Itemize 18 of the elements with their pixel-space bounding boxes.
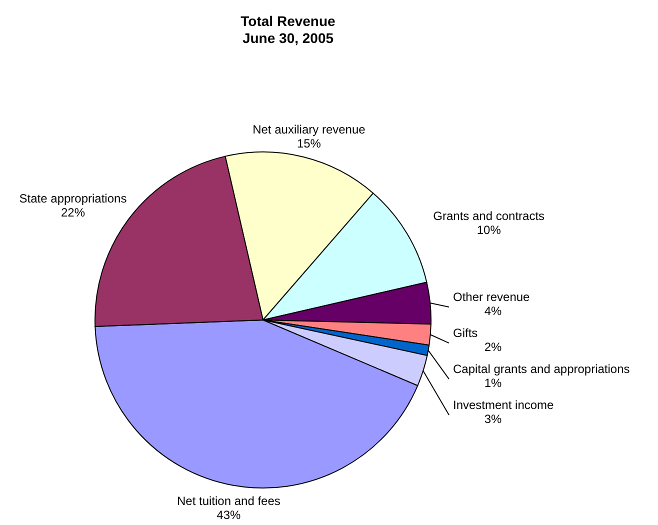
- slice-label: Gifts: [453, 326, 478, 340]
- slice-label: Capital grants and appropriations: [453, 362, 630, 376]
- slice-label: Grants and contracts: [433, 209, 545, 224]
- chart-subtitle: June 30, 2005: [242, 30, 334, 46]
- chart-title: Total Revenue: [240, 13, 336, 29]
- data-label: 22%: [60, 206, 86, 220]
- data-label: 15%: [296, 136, 322, 151]
- slice-label: Net auxiliary revenue: [252, 122, 366, 137]
- data-label: 4%: [484, 304, 502, 318]
- data-label: 43%: [216, 508, 242, 522]
- slice-label: Investment income: [453, 398, 554, 412]
- data-label: 1%: [484, 376, 502, 390]
- data-label: 10%: [476, 223, 502, 238]
- data-label: 3%: [484, 412, 502, 426]
- slice-label: Other revenue: [453, 290, 530, 304]
- slice-label: Net tuition and fees: [177, 494, 280, 508]
- slice-label: State appropriations: [19, 192, 127, 206]
- data-label: 2%: [484, 340, 502, 354]
